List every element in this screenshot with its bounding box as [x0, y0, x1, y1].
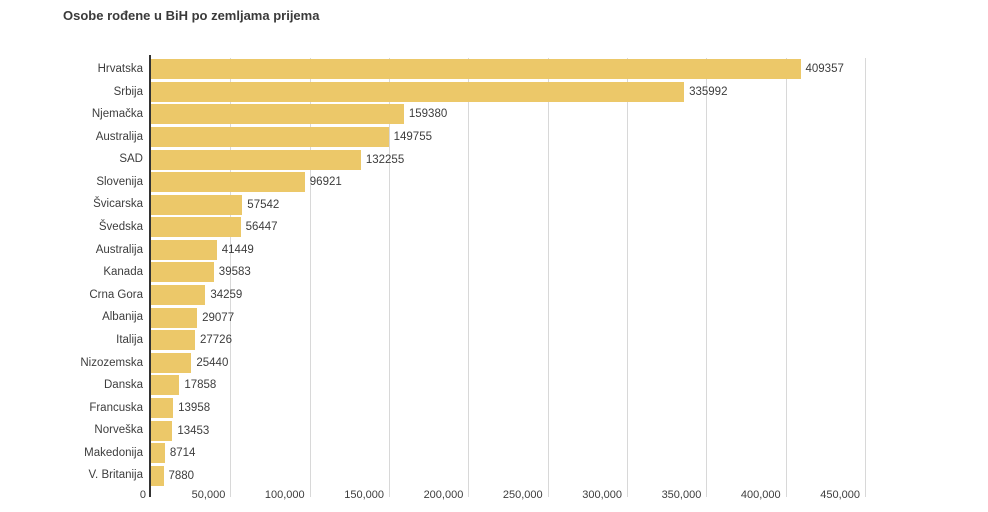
bar[interactable]: [151, 307, 198, 328]
bar[interactable]: [151, 104, 404, 125]
category-label: Albanija: [102, 311, 143, 324]
category-label: Nizozemska: [80, 356, 143, 369]
bar[interactable]: [151, 352, 192, 373]
value-label: 13958: [178, 401, 211, 414]
value-label: 25440: [196, 356, 229, 369]
bar-row: 149755: [151, 126, 875, 149]
bar[interactable]: [151, 172, 305, 193]
bar[interactable]: [151, 443, 165, 464]
value-label: 39583: [218, 266, 251, 279]
bar[interactable]: [151, 59, 801, 80]
value-label: 57542: [247, 198, 280, 211]
bar-row: 13453: [151, 419, 875, 442]
bar-row: 56447: [151, 216, 875, 239]
category-label: Danska: [104, 379, 143, 392]
category-label: Švedska: [98, 221, 143, 234]
bar[interactable]: [151, 330, 195, 351]
bar-row: 25440: [151, 352, 875, 375]
bar[interactable]: [151, 194, 243, 215]
bar[interactable]: [151, 81, 685, 102]
value-label: 7880: [168, 469, 195, 482]
bar-row: 29077: [151, 306, 875, 329]
x-axis-tick-label: 300,000: [582, 489, 622, 501]
value-label: 132255: [365, 153, 405, 166]
x-axis-tick-label: 450,000: [820, 489, 860, 501]
bar[interactable]: [151, 420, 173, 441]
gridline: [706, 58, 708, 497]
chart-title: Osobe rođene u BiH po zemljama prijema: [63, 8, 320, 23]
category-label: Slovenija: [96, 175, 143, 188]
x-axis-tick-label: 50,000: [191, 489, 226, 501]
gridline: [785, 58, 787, 497]
gridline: [865, 58, 866, 497]
value-label: 149755: [393, 131, 432, 144]
category-label: Australija: [95, 243, 143, 256]
x-axis-tick-label: 250,000: [502, 489, 543, 501]
bar-row: 8714: [151, 442, 875, 465]
gridline: [468, 58, 470, 497]
plot-area: 409357 335992 159380 149755 132255 96921 57542…: [149, 55, 875, 497]
gridline: [547, 58, 549, 497]
x-axis-tick-label: 200,000: [423, 489, 464, 501]
category-label: V. Britanija: [88, 469, 143, 482]
category-label: Francuska: [89, 401, 143, 414]
value-label: 159380: [408, 108, 448, 121]
category-label: Makedonija: [84, 446, 143, 459]
gridline: [627, 58, 628, 497]
category-label: Hrvatska: [97, 63, 143, 75]
bar[interactable]: [151, 127, 389, 148]
value-label: 409357: [805, 63, 844, 76]
bar[interactable]: [151, 239, 217, 260]
category-label: Norveška: [94, 424, 143, 437]
category-label: Srbija: [113, 85, 143, 98]
bar[interactable]: [151, 149, 361, 170]
x-axis-tick-label: 150,000: [344, 489, 384, 501]
bar-row: 34259: [151, 284, 875, 307]
bar-row: 57542: [151, 193, 875, 216]
bar-row: 132255: [151, 148, 875, 171]
x-axis-tick-label: 100,000: [264, 489, 305, 501]
gridline: [309, 58, 311, 497]
bar-row: 41449: [151, 239, 875, 262]
bar[interactable]: [151, 217, 241, 238]
category-label: Italija: [116, 333, 143, 346]
gridline: [389, 58, 390, 497]
category-label: Švicarska: [93, 198, 143, 211]
category-label: Crna Gora: [89, 288, 143, 301]
bar[interactable]: [151, 375, 180, 396]
value-label: 34259: [210, 289, 243, 302]
category-label: Njemačka: [91, 108, 143, 121]
value-label: 13453: [177, 424, 210, 437]
value-label: 8714: [169, 447, 196, 460]
gridline: [230, 58, 232, 497]
x-axis-tick-label: 400,000: [740, 489, 781, 501]
value-label: 335992: [689, 85, 728, 98]
bar[interactable]: [151, 262, 214, 283]
x-axis-tick-label: 0: [139, 489, 146, 501]
x-axis-tick-label: 350,000: [661, 489, 702, 501]
bar[interactable]: [151, 465, 164, 486]
bar-row: 39583: [151, 261, 875, 284]
bar-row: 409357: [151, 58, 875, 81]
value-label: 56447: [245, 221, 278, 234]
bar-row: 13958: [151, 397, 875, 420]
value-label: 96921: [309, 176, 342, 189]
category-label: SAD: [119, 153, 143, 166]
bar-row: 17858: [151, 374, 875, 397]
value-label: 29077: [202, 311, 235, 324]
value-label: 17858: [184, 379, 217, 392]
bar-row: 27726: [151, 329, 875, 352]
bar[interactable]: [151, 397, 174, 418]
category-label: Kanada: [103, 266, 143, 279]
value-label: 41449: [221, 243, 254, 256]
bar-row: 335992: [151, 81, 875, 104]
bar-row: 159380: [151, 103, 875, 126]
bar-row: 96921: [151, 171, 875, 194]
y-axis-line: [149, 55, 151, 497]
value-label: 27726: [199, 334, 232, 347]
category-label: Australija: [95, 130, 143, 143]
bar[interactable]: [151, 285, 206, 306]
bar-row: 7880: [151, 464, 875, 487]
